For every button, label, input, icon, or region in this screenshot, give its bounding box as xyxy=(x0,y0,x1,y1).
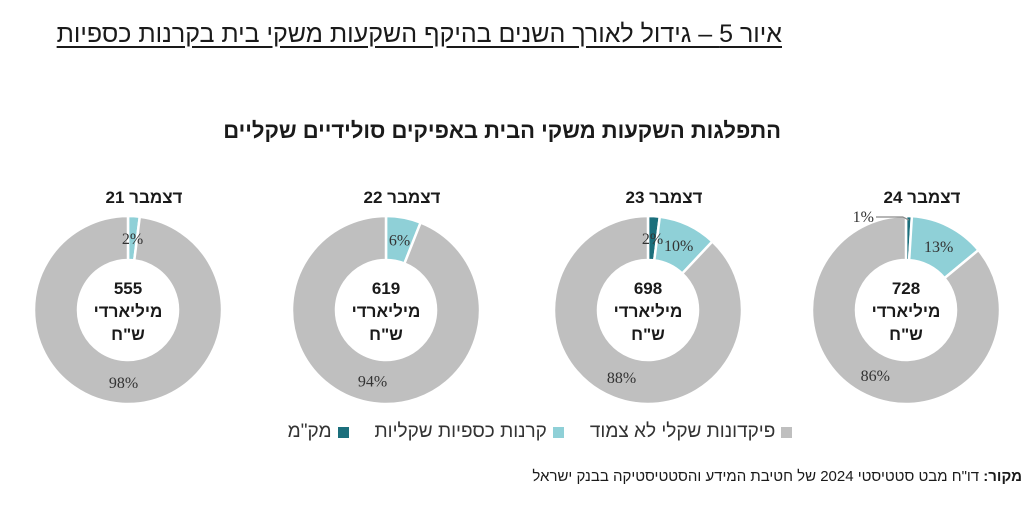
chart-label-0: דצמבר 21 xyxy=(106,188,183,207)
center-unit-line2-2: ש"ח xyxy=(631,325,665,344)
center-total-3: 728 xyxy=(892,279,920,298)
donut-1: דצמבר 22 619 מיליארדי ש"ח 6% 94% xyxy=(290,188,482,406)
legend-item-makam: מק"מ xyxy=(288,421,349,443)
legend-label-makam: מק"מ xyxy=(287,421,332,442)
data-label-money-funds-2: 10% xyxy=(664,238,693,255)
center-unit-line2-1: ש"ח xyxy=(369,325,403,344)
donut-0: דצמבר 21 555 מיליארדי ש"ח 2% 98% xyxy=(32,188,224,406)
donut-2: דצמבר 23 698 מיליארדי ש"ח 2% 10% 88% xyxy=(552,188,744,406)
center-total-1: 619 xyxy=(372,279,400,298)
center-unit-line1-0: מיליארדי xyxy=(94,302,163,321)
center-total-0: 555 xyxy=(114,279,142,298)
center-unit-line2-3: ש"ח xyxy=(889,325,923,344)
chart-label-2: דצמבר 23 xyxy=(626,188,703,207)
legend-item-deposits: פיקדונות שקלי לא צמוד xyxy=(589,421,793,443)
legend-swatch-deposits xyxy=(781,426,793,438)
data-label-money-funds-0: 2% xyxy=(122,231,143,248)
data-label-deposits-3: 86% xyxy=(861,368,890,385)
slice-deposits-3 xyxy=(810,214,1002,406)
data-label-deposits-1: 94% xyxy=(358,374,387,391)
data-label-makam-3: 1% xyxy=(853,209,874,226)
data-label-deposits-2: 88% xyxy=(607,370,636,387)
source-label: מקור: xyxy=(983,468,1022,485)
chart-title: התפלגות השקעות משקי הבית באפיקים סולידיי… xyxy=(223,118,781,143)
data-label-makam-2: 2% xyxy=(642,231,663,248)
legend-label-money-funds: קרנות כספיות שקליות xyxy=(374,421,547,442)
center-unit-line1-3: מיליארדי xyxy=(872,302,941,321)
legend-item-money-funds: קרנות כספיות שקליות xyxy=(375,421,564,443)
data-label-money-funds-3: 13% xyxy=(924,239,953,256)
data-label-money-funds-1: 6% xyxy=(389,232,410,249)
chart-label-3: דצמבר 24 xyxy=(884,188,961,207)
legend-swatch-money-funds xyxy=(552,426,564,438)
center-unit-line1-2: מיליארדי xyxy=(614,302,683,321)
legend-label-deposits: פיקדונות שקלי לא צמוד xyxy=(589,421,776,442)
leader-line-makam-3 xyxy=(876,216,910,221)
center-total-2: 698 xyxy=(634,279,662,298)
center-unit-line2-0: ש"ח xyxy=(111,325,145,344)
chart-label-1: דצמבר 22 xyxy=(364,188,441,207)
figure-title: איור 5 – גידול לאורך השנים בהיקף השקעות … xyxy=(56,20,782,48)
legend: מק"מ קרנות כספיות שקליות פיקדונות שקלי ל… xyxy=(288,421,793,443)
center-unit-line1-1: מיליארדי xyxy=(352,302,421,321)
slice-deposits-2 xyxy=(552,214,744,406)
legend-swatch-makam xyxy=(337,426,349,438)
slice-deposits-0 xyxy=(32,214,224,406)
donut-3: דצמבר 24 728 מיליארדי ש"ח 1% 13% 86% xyxy=(810,188,1002,406)
source-note: מקור: דו"ח מבט סטטיסטי 2024 של חטיבת המי… xyxy=(532,468,1022,485)
slice-deposits-1 xyxy=(290,214,482,406)
data-label-deposits-0: 98% xyxy=(109,375,138,392)
source-text: דו"ח מבט סטטיסטי 2024 של חטיבת המידע והס… xyxy=(532,468,984,485)
